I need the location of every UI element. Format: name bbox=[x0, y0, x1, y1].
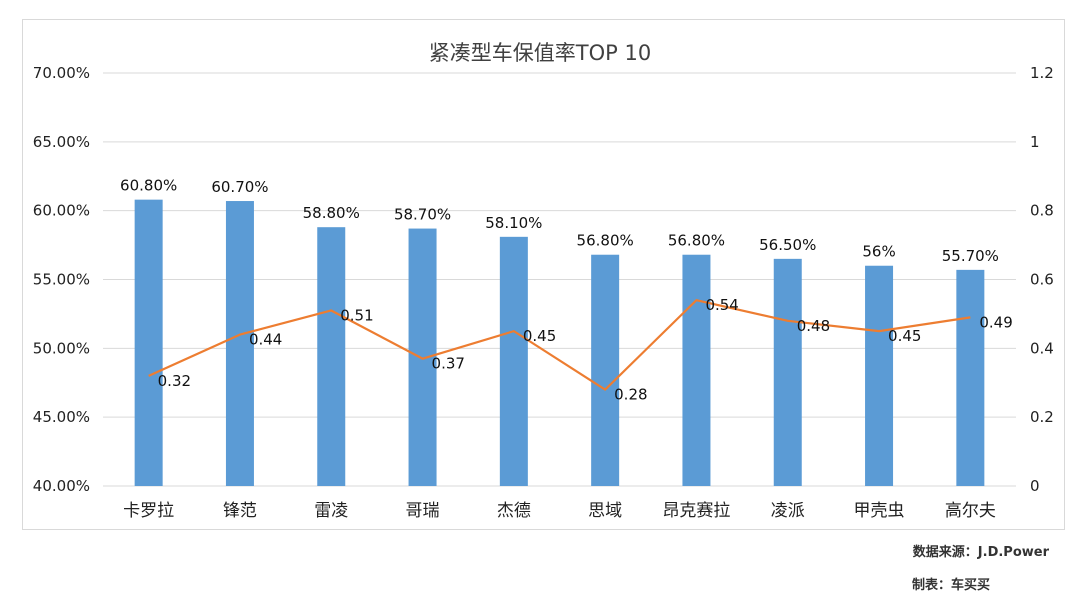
left-axis-tick: 65.00% bbox=[33, 133, 90, 151]
bar-series bbox=[134, 199, 985, 487]
bar-data-labels: 60.80% 60.70% 58.80% 58.70% 58.10% 56.80% 56.8… bbox=[120, 177, 999, 265]
category-label: 哥瑞 bbox=[406, 501, 440, 521]
category-label: 凌派 bbox=[771, 501, 805, 521]
right-axis-tick: 0.4 bbox=[1030, 339, 1054, 357]
category-label: 甲壳虫 bbox=[854, 501, 905, 521]
left-axis-tick: 40.00% bbox=[33, 477, 90, 495]
line-data-labels: 0.32 0.44 0.51 0.37 0.45 0.28 0.54 0.48 0.45 0.49 bbox=[158, 296, 1013, 403]
bar bbox=[408, 228, 437, 486]
left-axis-tick: 50.00% bbox=[33, 339, 90, 357]
bar-value-label: 55.70% bbox=[942, 247, 999, 265]
bar-value-label: 56.80% bbox=[668, 232, 725, 250]
left-axis-tick: 70.00% bbox=[33, 64, 90, 82]
category-label: 昂克赛拉 bbox=[662, 500, 730, 521]
bar-value-label: 56.80% bbox=[577, 232, 634, 250]
x-axis: 卡罗拉 锋范 雷凌 哥瑞 杰德 思域 昂克赛拉 凌派 甲壳虫 高尔夫 bbox=[123, 500, 996, 521]
left-axis: 70.00% 65.00% 60.00% 55.00% 50.00% 45.00% 40.0… bbox=[33, 64, 90, 495]
bar-value-label: 58.10% bbox=[485, 214, 542, 232]
right-axis-tick: 0 bbox=[1030, 477, 1040, 495]
bar-value-label: 58.70% bbox=[394, 206, 451, 224]
category-label: 卡罗拉 bbox=[123, 501, 174, 521]
right-axis-tick: 1 bbox=[1030, 133, 1040, 151]
category-label: 杰德 bbox=[497, 501, 531, 521]
line-path bbox=[148, 299, 971, 391]
line-value-label: 0.45 bbox=[523, 327, 556, 345]
bar-value-label: 56% bbox=[862, 243, 895, 261]
bar bbox=[225, 201, 254, 486]
line-series bbox=[148, 299, 971, 391]
line-value-label: 0.44 bbox=[249, 331, 282, 349]
left-axis-tick: 60.00% bbox=[33, 202, 90, 220]
bar-value-label: 58.80% bbox=[303, 204, 360, 222]
category-label: 高尔夫 bbox=[945, 501, 996, 521]
line-value-label: 0.54 bbox=[705, 296, 738, 314]
right-axis: 1.2 1 0.8 0.6 0.4 0.2 0 bbox=[1030, 64, 1054, 495]
bar-value-label: 60.70% bbox=[211, 178, 268, 196]
line-value-label: 0.37 bbox=[432, 355, 465, 373]
bar bbox=[134, 199, 163, 487]
bar bbox=[317, 227, 346, 487]
maker-note: 制表：车买买 bbox=[911, 578, 990, 593]
bar bbox=[865, 265, 894, 486]
category-label: 雷凌 bbox=[314, 501, 348, 521]
bar bbox=[591, 254, 620, 486]
line-value-label: 0.45 bbox=[888, 327, 921, 345]
bar-value-label: 60.80% bbox=[120, 177, 177, 195]
category-label: 锋范 bbox=[223, 501, 257, 521]
left-axis-tick: 55.00% bbox=[33, 271, 90, 289]
chart-title: 紧凑型车保值率TOP 10 bbox=[428, 41, 652, 65]
bar bbox=[773, 258, 802, 486]
data-source-note: 数据来源：J.D.Power bbox=[912, 545, 1049, 560]
line-value-label: 0.49 bbox=[979, 313, 1012, 331]
line-value-label: 0.28 bbox=[614, 386, 647, 404]
bar-value-label: 56.50% bbox=[759, 236, 816, 254]
left-axis-tick: 45.00% bbox=[33, 408, 90, 426]
bar bbox=[956, 269, 985, 486]
right-axis-tick: 0.6 bbox=[1030, 271, 1054, 289]
right-axis-tick: 1.2 bbox=[1030, 64, 1054, 82]
line-value-label: 0.32 bbox=[158, 372, 191, 390]
line-value-label: 0.51 bbox=[340, 306, 373, 324]
bar bbox=[499, 236, 528, 486]
bar bbox=[682, 254, 711, 486]
line-value-label: 0.48 bbox=[797, 317, 830, 335]
gridlines bbox=[103, 72, 1016, 487]
category-label: 思域 bbox=[588, 501, 622, 521]
right-axis-tick: 0.8 bbox=[1030, 202, 1054, 220]
right-axis-tick: 0.2 bbox=[1030, 408, 1054, 426]
